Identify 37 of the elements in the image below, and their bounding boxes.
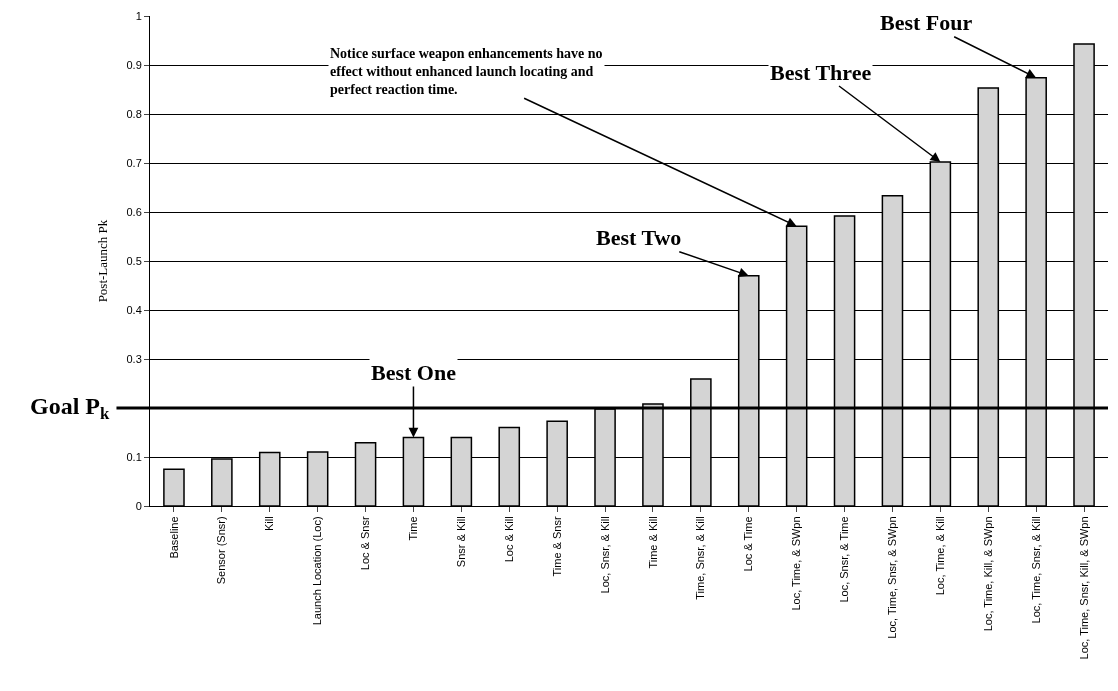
x-tick-label: Loc & Time [742, 516, 755, 572]
y-tick-label: 0.6 [126, 205, 142, 218]
x-tick-label: Loc & Kill [502, 516, 515, 563]
y-tick-label: 0.4 [126, 303, 142, 316]
x-tick-label: Time & Snsr [550, 516, 563, 577]
y-tick-label: 1 [135, 9, 142, 22]
x-tick-label: Loc, Time, & Kill [933, 516, 946, 596]
x-tick-label: Time [407, 516, 420, 541]
x-tick-label: Loc, Time, Snsr, & SWpn [886, 516, 899, 639]
y-axis-title: Post-Launch Pk [95, 219, 111, 303]
y-tick-label: 0.1 [126, 450, 142, 463]
y-tick-label: 0.8 [126, 107, 142, 120]
x-tick-label: Time & Kill [646, 516, 659, 569]
x-tick-label: Time, Snsr, & Kill [694, 516, 707, 600]
annotation: Best Two [596, 225, 682, 250]
ref-line-label: Goal P$_{k}$ [30, 393, 110, 424]
x-tick-label: Loc, Time, Kill, & SWpn [981, 516, 994, 632]
x-tick-label: Loc, Time, Snsr, Kill, & SWpn [1077, 516, 1090, 660]
annotation: Best Three [770, 60, 872, 85]
y-tick-label: 0.9 [126, 58, 142, 71]
x-tick-label: Launch Location (Loc) [311, 516, 324, 626]
y-tick-label: 0.7 [126, 156, 142, 169]
x-tick-label: Loc, Snsr, & Time [838, 516, 851, 603]
x-tick-label: Loc, Time, Snsr, & Kill [1029, 516, 1042, 624]
y-tick-label: 0 [135, 499, 142, 512]
x-tick-label: Baseline [167, 516, 180, 559]
x-tick-label: Kill [263, 516, 276, 532]
annotation: Notice surface weapon enhancements have no effect without enhanced launch locating and perfect reaction time. [330, 46, 603, 98]
x-tick-label: Sensor (Snsr) [215, 516, 228, 585]
annotation: Best One [371, 360, 457, 385]
annotation: Best Four [880, 10, 973, 35]
x-tick-label: Snsr & Kill [454, 516, 467, 568]
y-tick-label: 0.3 [126, 352, 142, 365]
y-tick-label: 0.5 [126, 254, 142, 267]
x-tick-label: Loc, Time, & SWpn [790, 516, 803, 611]
x-tick-label: Loc & Snsr [359, 516, 372, 571]
x-tick-label: Loc, Snsr, & Kill [598, 516, 611, 594]
